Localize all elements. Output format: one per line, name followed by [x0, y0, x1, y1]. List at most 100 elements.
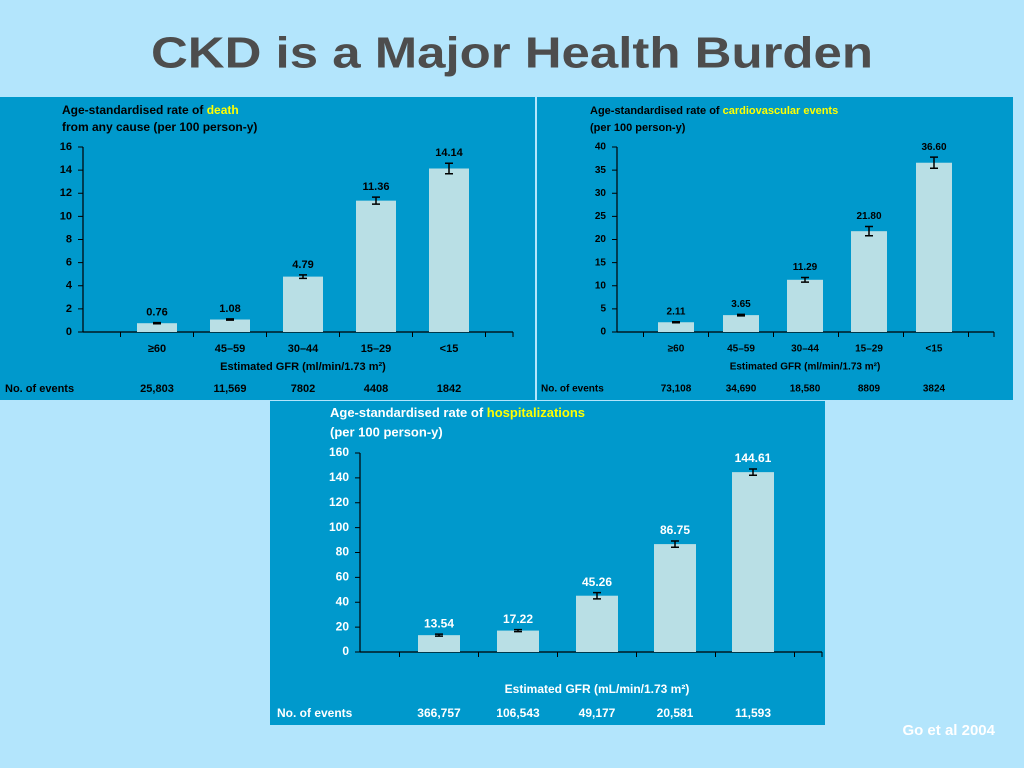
- data-label: 3.65: [731, 299, 751, 310]
- data-label: 11.29: [793, 262, 818, 273]
- y-tick-label: 140: [329, 470, 349, 484]
- error-bar: [671, 540, 679, 548]
- events-label: No. of events: [5, 383, 74, 395]
- y-tick-label: 100: [329, 520, 349, 534]
- y-tick-label: 40: [336, 594, 350, 608]
- event-count: 11,569: [213, 383, 246, 395]
- event-count: 49,177: [579, 706, 616, 720]
- y-tick-label: 12: [60, 187, 72, 199]
- chart-title-line: (per 100 person-y): [590, 122, 686, 134]
- data-label: 4.79: [292, 259, 313, 271]
- bar: [732, 472, 774, 652]
- bar: [283, 276, 323, 332]
- bar: [429, 168, 469, 332]
- error-bar: [865, 225, 873, 237]
- data-label: 2.11: [667, 306, 686, 317]
- bar: [356, 200, 396, 332]
- error-bar: [435, 633, 443, 637]
- error-bar: [801, 276, 809, 283]
- y-tick-label: 35: [595, 165, 607, 176]
- chart-title: Age-standardised rate of cardiovascular …: [590, 105, 838, 117]
- x-tick-label: <15: [926, 344, 943, 355]
- error-bar: [749, 468, 757, 477]
- event-count: 8809: [858, 384, 881, 395]
- bar: [851, 231, 887, 332]
- bar: [723, 315, 759, 332]
- y-tick-label: 5: [600, 304, 606, 315]
- y-tick-label: 14: [60, 164, 73, 176]
- x-tick-label: 45–59: [215, 343, 246, 355]
- y-tick-label: 10: [595, 280, 607, 291]
- x-tick-label: 15–29: [361, 343, 392, 355]
- event-count: 34,690: [726, 384, 757, 395]
- data-label: 45.26: [582, 575, 612, 589]
- x-tick-label: 45–59: [727, 344, 755, 355]
- y-tick-label: 10: [60, 210, 72, 222]
- event-count: 3824: [923, 384, 946, 395]
- x-tick-label: 30–44: [288, 343, 319, 355]
- data-label: 21.80: [856, 211, 881, 222]
- x-axis-label: Estimated GFR (ml/min/1.73 m²): [730, 362, 881, 373]
- y-tick-label: 16: [60, 141, 72, 153]
- data-label: 13.54: [424, 616, 454, 630]
- y-tick-label: 30: [595, 188, 607, 199]
- y-tick-label: 8: [66, 233, 72, 245]
- events-label: No. of events: [277, 706, 353, 720]
- title-prefix: Age-standardised rate of: [590, 105, 723, 117]
- chart-title-line: (per 100 person-y): [330, 424, 443, 439]
- error-bar: [372, 196, 380, 205]
- y-tick-label: 0: [600, 327, 606, 338]
- event-count: 73,108: [661, 384, 692, 395]
- y-tick-label: 15: [595, 257, 607, 268]
- x-axis-label: Estimated GFR (mL/min/1.73 m²): [505, 682, 690, 696]
- event-count: 7802: [291, 383, 315, 395]
- chart-title: Age-standardised rate of hospitalization…: [330, 405, 585, 420]
- y-tick-label: 25: [595, 211, 607, 222]
- error-bar: [593, 591, 601, 600]
- title-prefix: Age-standardised rate of: [330, 405, 487, 420]
- event-count: 366,757: [417, 706, 461, 720]
- chart-title-line: from any cause (per 100 person-y): [62, 120, 257, 134]
- y-tick-label: 40: [595, 142, 607, 153]
- event-count: 1842: [437, 383, 461, 395]
- y-tick-label: 20: [595, 234, 607, 245]
- x-tick-label: ≥60: [148, 343, 166, 355]
- event-count: 20,581: [657, 706, 694, 720]
- error-bar: [514, 628, 522, 633]
- y-tick-label: 6: [66, 257, 72, 269]
- x-tick-label: 30–44: [791, 344, 819, 355]
- x-tick-label: <15: [440, 343, 459, 355]
- event-count: 18,580: [790, 384, 821, 395]
- error-bar: [930, 156, 938, 170]
- x-tick-label: 15–29: [855, 344, 883, 355]
- data-label: 17.22: [503, 612, 533, 626]
- title-prefix: Age-standardised rate of: [62, 103, 207, 117]
- title-highlight: death: [207, 103, 239, 117]
- slide-title: CKD is a Major Health Burden: [151, 29, 873, 78]
- data-label: 86.75: [660, 523, 690, 537]
- data-label: 14.14: [435, 147, 463, 159]
- y-tick-label: 0: [66, 326, 72, 338]
- error-bar: [153, 321, 161, 325]
- data-label: 144.61: [735, 451, 772, 465]
- bar: [658, 322, 694, 332]
- y-tick-label: 160: [329, 445, 349, 459]
- bar: [654, 544, 696, 652]
- title-highlight: cardiovascular events: [723, 105, 839, 117]
- event-count: 11,593: [735, 706, 771, 720]
- y-tick-label: 20: [336, 619, 350, 633]
- y-tick-label: 60: [336, 570, 350, 584]
- y-tick-label: 120: [329, 495, 349, 509]
- bar: [210, 319, 250, 332]
- event-count: 4408: [364, 383, 388, 395]
- error-bar: [737, 313, 745, 317]
- bar: [418, 635, 460, 652]
- title-highlight: hospitalizations: [487, 405, 585, 420]
- chart-title: Age-standardised rate of death: [62, 103, 239, 117]
- y-tick-label: 2: [66, 303, 72, 315]
- bar: [787, 279, 823, 332]
- error-bar: [445, 162, 453, 175]
- footnote: Go et al 2004: [902, 722, 995, 739]
- error-bar: [299, 274, 307, 280]
- bar: [916, 162, 952, 332]
